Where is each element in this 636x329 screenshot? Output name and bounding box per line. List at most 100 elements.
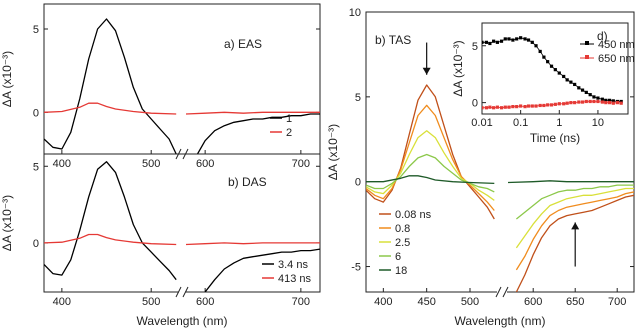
y-tick-label: 5 <box>33 24 39 36</box>
y-axis-label: ΔA (x10⁻³) <box>451 40 465 96</box>
data-point <box>584 90 588 94</box>
x-tick-label: 500 <box>142 296 160 308</box>
data-point <box>573 101 577 105</box>
data-point <box>619 99 623 104</box>
axis-break-gap <box>179 288 185 296</box>
data-point <box>534 104 538 108</box>
legend-label: 413 ns <box>278 273 312 285</box>
data-point <box>584 99 588 104</box>
axis-break-mark <box>502 286 509 298</box>
series-group <box>44 18 320 154</box>
data-point <box>484 106 489 110</box>
annotation-arrowhead <box>422 67 431 75</box>
legend-label: 0.8 <box>395 223 410 235</box>
y-tick-label: 5 <box>33 161 39 173</box>
axis-break-gap <box>497 288 507 296</box>
x-tick-label: 1 <box>556 117 562 129</box>
legend-label: 2 <box>286 127 292 139</box>
series-line-2 <box>44 233 320 246</box>
data-point <box>573 82 577 87</box>
data-point <box>507 105 511 109</box>
data-point <box>482 106 484 110</box>
x-axis-label: Wavelength (nm) <box>137 314 228 328</box>
legend-label: 650 nm <box>598 53 635 65</box>
data-point <box>569 101 573 105</box>
data-point <box>507 37 511 41</box>
annotation-arrowhead <box>571 222 580 230</box>
data-point <box>538 103 542 108</box>
panel-label: d) <box>597 29 608 43</box>
data-point <box>499 39 504 43</box>
data-point <box>565 78 569 82</box>
series-line-2 <box>44 102 320 115</box>
series-line-1 <box>44 161 320 292</box>
x-axis-label: Time (ns) <box>530 131 580 145</box>
legend-marker <box>585 41 589 45</box>
data-point <box>557 102 561 106</box>
data-point <box>565 101 569 105</box>
data-point <box>526 38 531 42</box>
y-tick-label: 0 <box>33 107 39 119</box>
axis-break-mark <box>175 286 182 298</box>
x-tick-label: 600 <box>196 296 214 308</box>
y-tick-label: 10 <box>349 7 361 19</box>
data-point <box>511 105 515 109</box>
data-point <box>546 103 550 107</box>
data-point <box>604 101 608 105</box>
data-point <box>488 41 492 46</box>
data-point <box>592 99 596 104</box>
data-point <box>515 37 519 41</box>
data-point <box>588 99 592 104</box>
panel-label: b) DAS <box>228 175 267 189</box>
chart-panel-1: 400 500 600 700 0 5 ΔA (x10⁻³) a) EAS 1 2 <box>0 3 321 170</box>
data-point <box>553 68 557 72</box>
data-point <box>600 97 604 101</box>
data-point <box>607 98 612 102</box>
x-tick-label: 400 <box>53 296 71 308</box>
data-point <box>503 37 507 41</box>
x-tick-label: 700 <box>608 296 626 308</box>
x-tick-label: 400 <box>53 158 71 170</box>
x-tick-label: 600 <box>196 158 214 170</box>
legend-label: 6 <box>395 251 401 263</box>
x-tick-label: 500 <box>142 158 160 170</box>
data-point <box>523 105 527 109</box>
data-point <box>484 40 489 44</box>
series-line-2 <box>366 104 634 271</box>
legend-label: 450 nm <box>598 39 635 51</box>
data-point <box>596 96 600 100</box>
series-line-1 <box>44 18 320 154</box>
axis-break-mark <box>495 286 502 298</box>
data-point <box>569 80 573 84</box>
panel-label: a) EAS <box>224 37 262 51</box>
series-group <box>482 36 623 110</box>
data-point <box>523 37 527 41</box>
data-point <box>600 100 604 104</box>
y-tick-label: 5 <box>472 41 478 53</box>
x-tick-label: 400 <box>374 296 392 308</box>
data-point <box>553 102 557 106</box>
x-tick-label: 650 <box>566 296 584 308</box>
data-point <box>542 103 546 108</box>
data-point <box>577 100 581 104</box>
data-point <box>499 106 504 110</box>
data-point <box>549 103 554 107</box>
legend-marker <box>585 55 589 59</box>
y-tick-label: 5 <box>355 92 361 104</box>
data-point <box>488 105 492 109</box>
series-group <box>366 84 634 292</box>
data-point <box>495 40 499 44</box>
chart-panel-2: 400 500 600 700 0 5 Wavelength (nm) ΔA (x10⁻³) b… <box>0 153 321 328</box>
x-tick-label: 10 <box>592 117 604 129</box>
data-point <box>515 105 519 109</box>
data-point <box>607 101 612 105</box>
data-point <box>619 101 623 105</box>
data-point <box>495 105 499 109</box>
data-point <box>562 74 566 79</box>
data-point <box>530 104 534 108</box>
data-point <box>542 55 546 59</box>
x-tick-label: 600 <box>524 296 542 308</box>
y-axis-label: ΔA (x10⁻³) <box>0 51 14 107</box>
data-point <box>611 99 615 103</box>
